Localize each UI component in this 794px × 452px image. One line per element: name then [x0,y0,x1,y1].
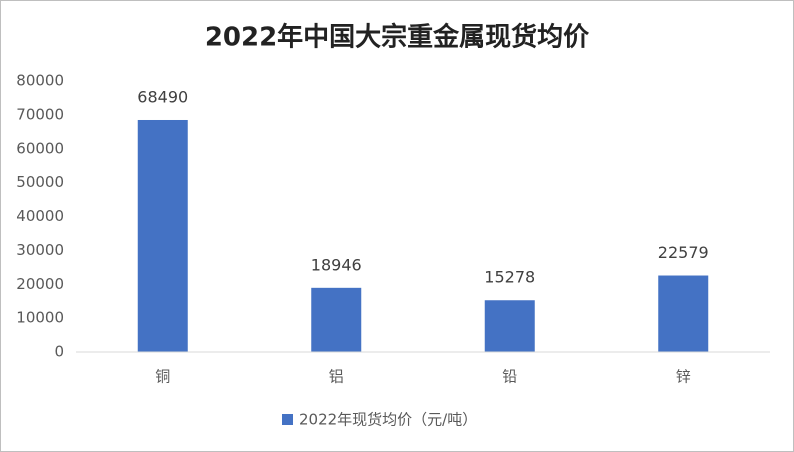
data-label: 68490 [137,87,188,106]
bar [658,275,709,352]
chart-title: 2022年中国大宗重金属现货均价 [205,22,590,53]
y-tick-label: 40000 [16,207,64,225]
bar [137,119,188,352]
data-label: 18946 [311,255,362,274]
y-tick-label: 80000 [16,72,64,90]
y-tick-label: 0 [54,343,64,361]
data-label: 15278 [484,268,535,287]
data-label: 22579 [658,243,709,262]
x-tick-label: 铅 [502,368,517,386]
y-tick-label: 10000 [16,309,64,327]
x-tick-label: 铝 [329,368,344,386]
legend-label: 2022年现货均价（元/吨） [299,411,477,429]
bar [311,287,362,352]
y-tick-label: 50000 [16,173,64,191]
x-tick-label: 铜 [155,368,170,386]
y-tick-label: 60000 [16,139,64,157]
x-tick-label: 锌 [676,368,691,386]
y-tick-label: 20000 [16,275,64,293]
y-tick-label: 30000 [16,241,64,259]
y-tick-label: 70000 [16,105,64,123]
bar [484,300,535,352]
legend-swatch [282,414,293,425]
